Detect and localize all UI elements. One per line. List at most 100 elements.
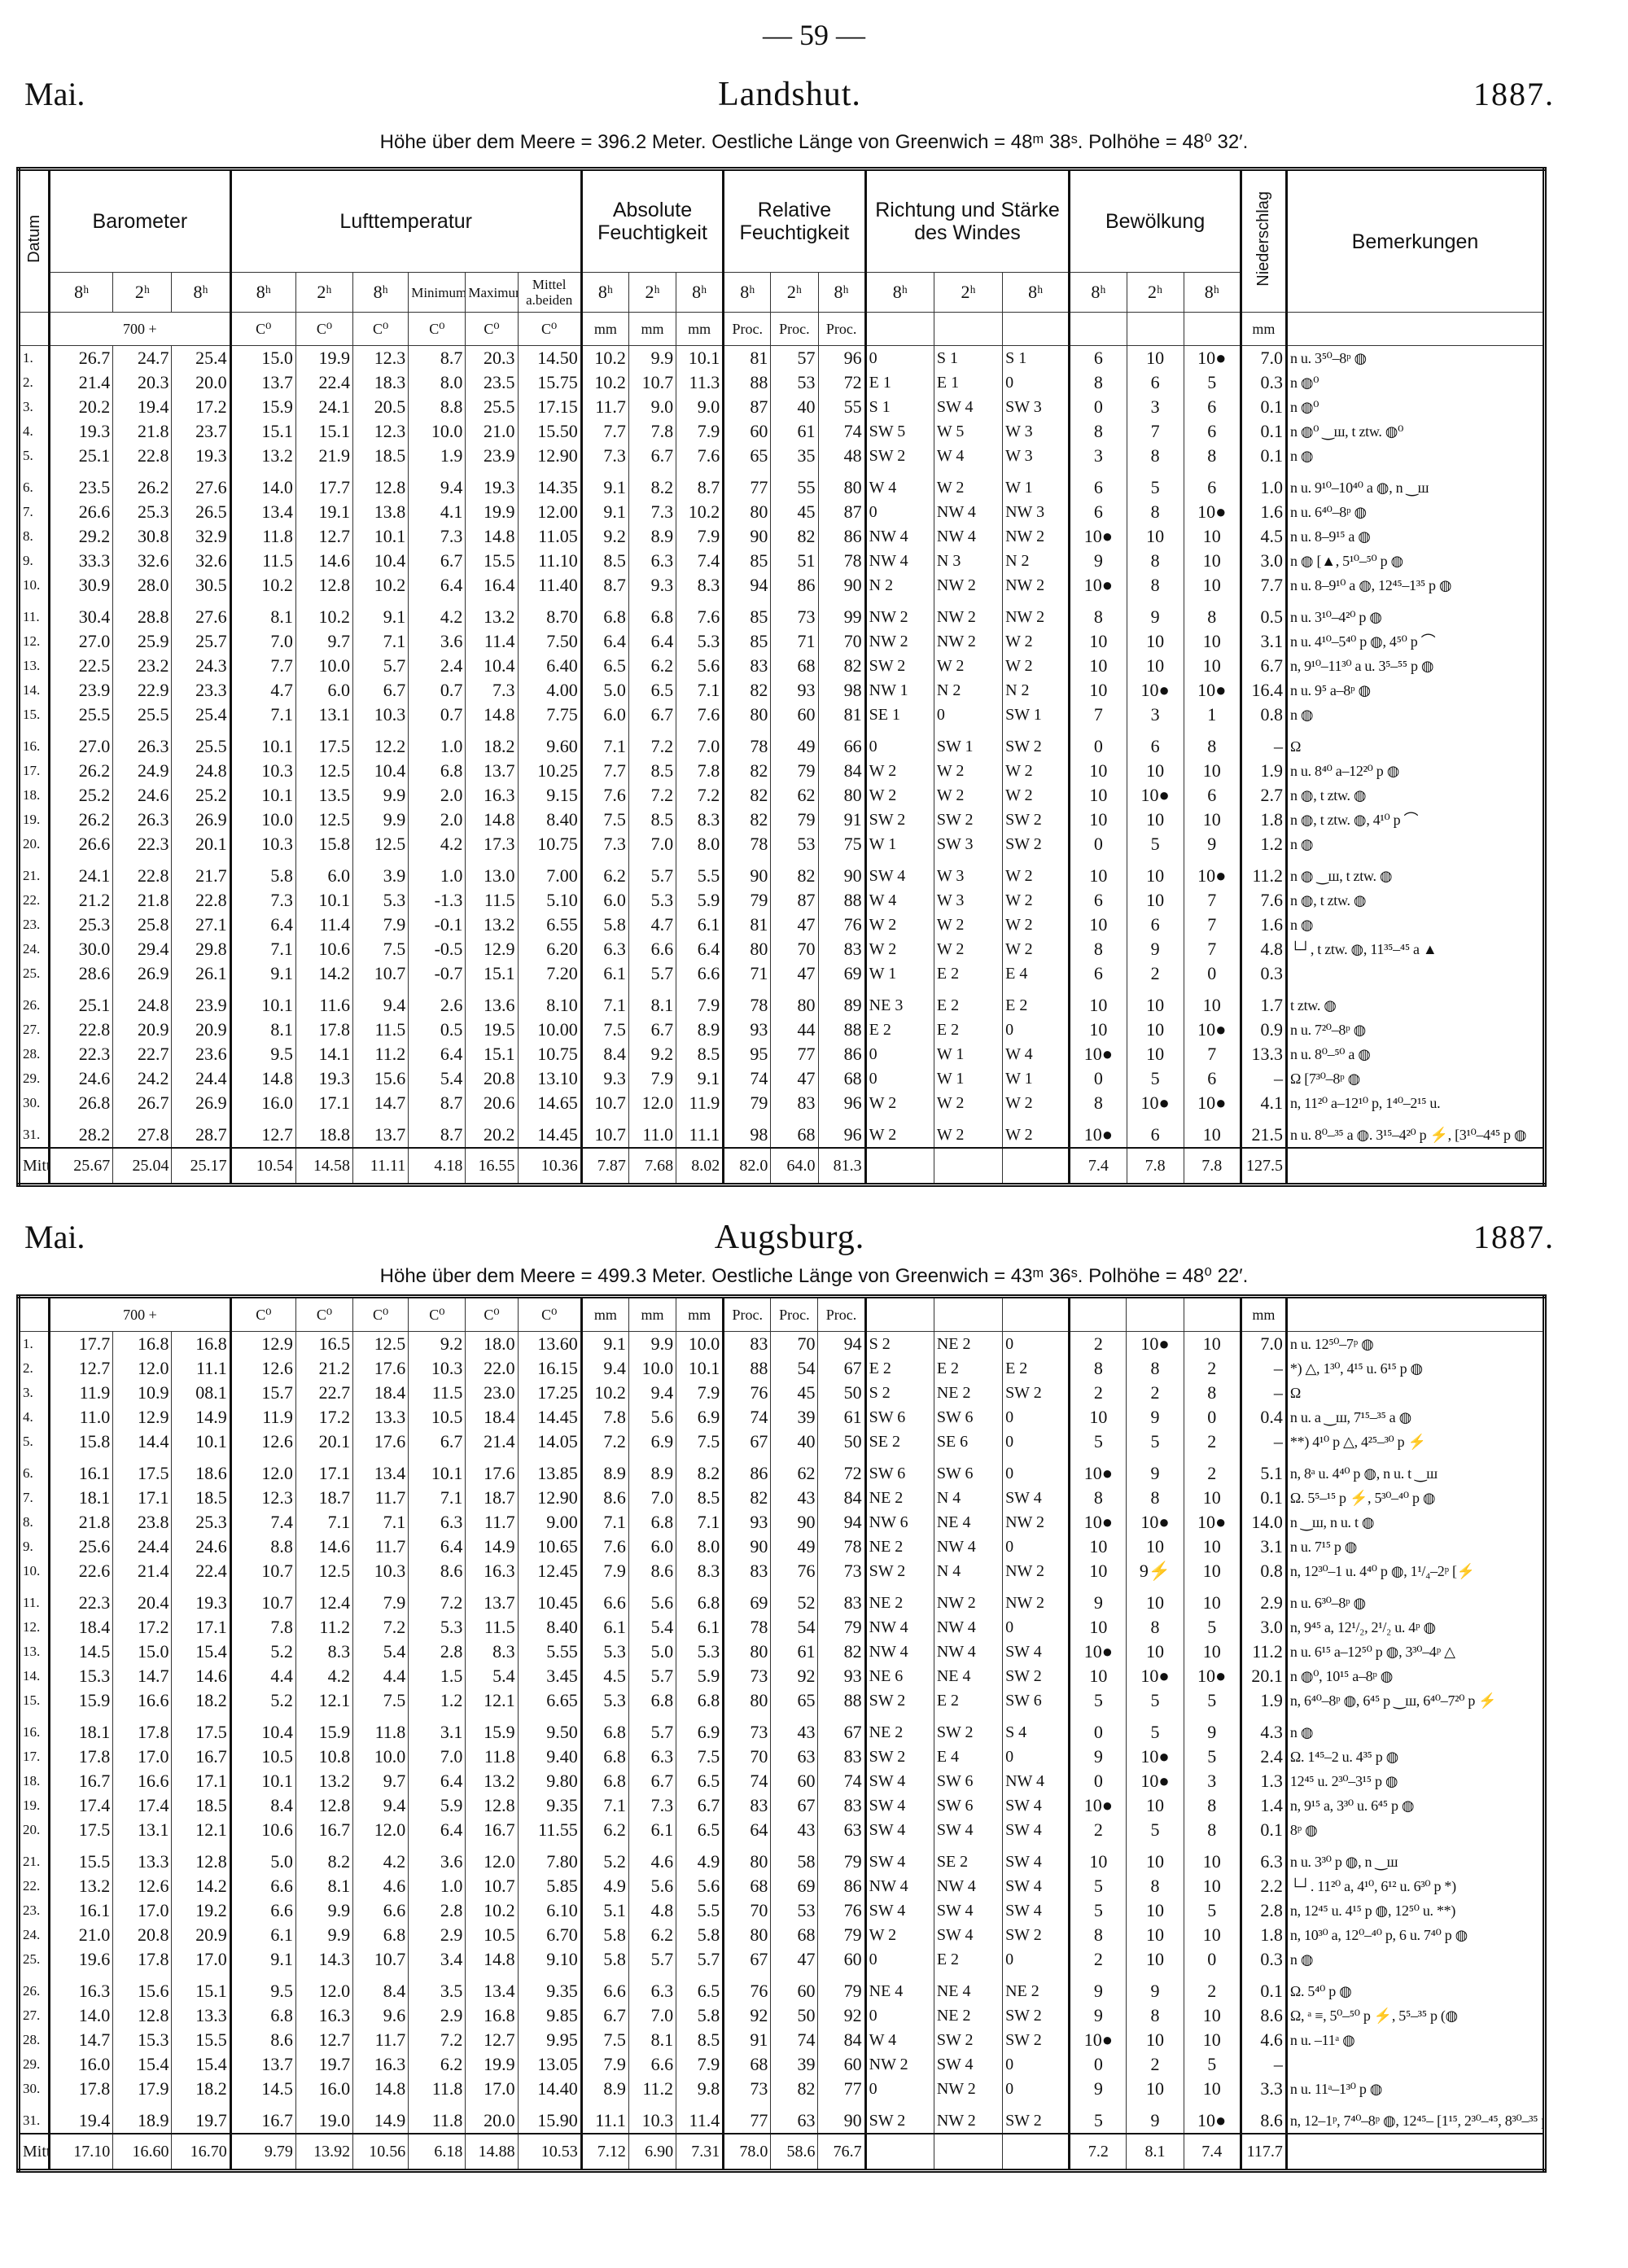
- cell-baro-2h: 20.9: [112, 1018, 172, 1042]
- table-row: 13. 22.5 23.2 24.3 7.7 10.0 5.7 2.4 10.4 6.40 6.5 6…: [17, 654, 1545, 678]
- cell-temp-8h-evening: 5.3: [352, 888, 409, 913]
- cell-bew-8h: 8: [1068, 1356, 1127, 1381]
- cell-temp-max: 13.2: [465, 913, 519, 937]
- cell-temp-2h: 22.7: [295, 1381, 353, 1405]
- cell-wind-2h: E 2: [933, 986, 1003, 1018]
- cell-baro-8h: 21.4: [48, 370, 113, 395]
- cell-rel-8h: 92: [722, 2003, 771, 2028]
- cell-temp-8h-evening: 9.4: [352, 986, 409, 1018]
- cell-wind-8h: W 2: [864, 783, 934, 808]
- cell-abs-8h: 6.1: [580, 961, 629, 986]
- cell-rel-8h: 88: [722, 1356, 771, 1381]
- cell-abs-8h-evening: 5.9: [676, 1664, 724, 1688]
- cell-datum: 31.: [17, 2101, 50, 2134]
- cell-bew-2h: 9: [1126, 1972, 1184, 2003]
- cell-rel-8h-evening: 83: [817, 1793, 866, 1818]
- cell-temp-2h: 15.8: [295, 832, 353, 856]
- table-row: 20. 26.6 22.3 20.1 10.3 15.8 12.5 4.2 17.3 10.75 7…: [17, 832, 1545, 856]
- cell-temp-8h-evening: 7.1: [352, 1510, 409, 1535]
- cell-wind-8h-evening: SW 4: [1002, 1793, 1070, 1818]
- cell-wind-8h: S 2: [864, 1331, 934, 1356]
- cell-abs-2h: 4.6: [628, 1842, 676, 1874]
- cell-wind-2h: E 4: [933, 1745, 1003, 1769]
- unit-bew-8h-evening: [1183, 1296, 1241, 1332]
- cell-temp-min: 7.0: [408, 1745, 466, 1769]
- cell-abs-2h: 11.0: [628, 1115, 676, 1148]
- cell-abs-8h: 5.8: [580, 1947, 629, 1972]
- cell-temp-8h: 8.4: [229, 1793, 296, 1818]
- cell-datum: 2.: [17, 1356, 50, 1381]
- cell-datum: 4.: [17, 1405, 50, 1430]
- cell-bew-8h-evening: 10: [1183, 573, 1241, 598]
- cell-temp-mittel: 11.55: [517, 1818, 582, 1842]
- cell-wind-8h-evening: NW 2: [1002, 1510, 1070, 1535]
- table-row: 16. 18.1 17.8 17.5 10.4 15.9 11.8 3.1 15.9 9.50 6.…: [17, 1713, 1545, 1745]
- cell-bemerkungen: n ◍: [1285, 832, 1545, 856]
- cell-bew-8h-evening: 5: [1183, 2052, 1241, 2077]
- cell-temp-8h: 12.0: [229, 1454, 296, 1486]
- cell-temp-min: 7.2: [408, 2028, 466, 2052]
- cell-temp-min: 0.5: [408, 1018, 466, 1042]
- cell-bemerkungen: Ω. 5⁵–¹⁵ p ⚡, 5³⁰–⁴⁰ p ◍: [1284, 1486, 1545, 1510]
- cell-abs-2h: 10.0: [628, 1356, 676, 1381]
- cell-abs-8h-evening: 7.6: [676, 703, 724, 727]
- cell-bew-8h-evening: 3: [1183, 1769, 1241, 1793]
- cell-temp-8h-evening: 7.9: [352, 913, 409, 937]
- cell-baro-8h-evening: 15.4: [171, 2052, 231, 2077]
- cell-rel-8h: 81: [722, 345, 771, 370]
- cell-niederschlag: 0.8: [1239, 703, 1287, 727]
- cell-bew-8h-evening: 7: [1183, 913, 1241, 937]
- cell-temp-mittel: 12.00: [517, 500, 582, 524]
- cell-wind-2h: N 4: [933, 1486, 1003, 1510]
- cell-wind-2h: W 1: [933, 1066, 1003, 1091]
- cell-abs-8h: 7.1: [580, 986, 629, 1018]
- temp-8h-evening: 8ʰ: [352, 272, 409, 313]
- cell-datum: 28.: [17, 1042, 50, 1066]
- cell-datum: 17.: [17, 1745, 50, 1769]
- cell-rel-2h: 53: [770, 1898, 818, 1923]
- table-row: 28. 22.3 22.7 23.6 9.5 14.1 11.2 6.4 15.1 10.75 8.…: [17, 1042, 1545, 1066]
- cell-bew-2h: 5: [1126, 468, 1184, 500]
- station-name: Landshut.: [718, 76, 861, 113]
- cell-datum: 3.: [17, 395, 50, 419]
- cell-baro-2h: 27.8: [112, 1115, 172, 1148]
- cell-abs-8h-evening: 11.1: [676, 1115, 724, 1148]
- cell-wind-2h: NW 2: [933, 1583, 1003, 1615]
- cell-temp-2h: 6.0: [295, 856, 353, 888]
- table-row: 9. 25.6 24.4 24.6 8.8 14.6 11.7 6.4 14.9 10.65 7.6…: [17, 1535, 1545, 1559]
- cell-temp-mittel: 7.50: [517, 629, 582, 654]
- cell-baro-8h: 19.3: [48, 419, 113, 444]
- cell-wind-8h: 0: [864, 2077, 934, 2101]
- cell-baro-8h: 23.5: [48, 468, 113, 500]
- cell-bew-8h-evening: 9: [1183, 1713, 1241, 1745]
- cell-baro-8h-evening: 27.6: [171, 598, 231, 629]
- cell-baro-8h: 20.2: [48, 395, 113, 419]
- unit-temp-8h: C⁰: [229, 312, 296, 346]
- cell-temp-8h: 9.5: [229, 1972, 296, 2003]
- cell-wind-8h-evening: SW 6: [1002, 1688, 1070, 1713]
- table-row: 4. 11.0 12.9 14.9 11.9 17.2 13.3 10.5 18.4 14.45 7…: [17, 1405, 1545, 1430]
- cell-rel-2h: 39: [770, 1405, 818, 1430]
- cell-temp-8h-evening: 10.3: [352, 703, 409, 727]
- cell-wind-8h-evening: SW 2: [1002, 1923, 1070, 1947]
- cell-rel-8h: 80: [722, 937, 771, 961]
- cell-baro-8h: 11.9: [48, 1381, 113, 1405]
- cell-temp-8h-evening: 12.5: [352, 832, 409, 856]
- cell-abs-2h: 8.5: [628, 759, 676, 783]
- cell-rel-8h-evening: 72: [817, 370, 866, 395]
- cell-bew-8h: 2: [1068, 1331, 1127, 1356]
- cell-abs-2h: 9.3: [628, 573, 676, 598]
- rel-2h: 2ʰ: [770, 272, 818, 313]
- cell-abs-8h-evening: 6.6: [676, 961, 724, 986]
- cell-temp-min: 3.6: [408, 1842, 466, 1874]
- cell-baro-8h-evening: 22.8: [171, 888, 231, 913]
- cell-temp-8h-evening: 4.2: [352, 1842, 409, 1874]
- cell-temp-8h-evening: 7.1: [352, 629, 409, 654]
- cell-rel-8h: 87: [722, 395, 771, 419]
- cell-rel-2h: 55: [770, 468, 818, 500]
- cell-temp-8h-evening: 6.6: [352, 1898, 409, 1923]
- cell-temp-8h-evening: 5.4: [352, 1640, 409, 1664]
- cell-wind-2h: N 4: [933, 1559, 1003, 1583]
- table-row: 9. 33.3 32.6 32.6 11.5 14.6 10.4 6.7 15.5 11.10 8.…: [17, 549, 1545, 573]
- cell-niederschlag: 2.2: [1239, 1874, 1287, 1898]
